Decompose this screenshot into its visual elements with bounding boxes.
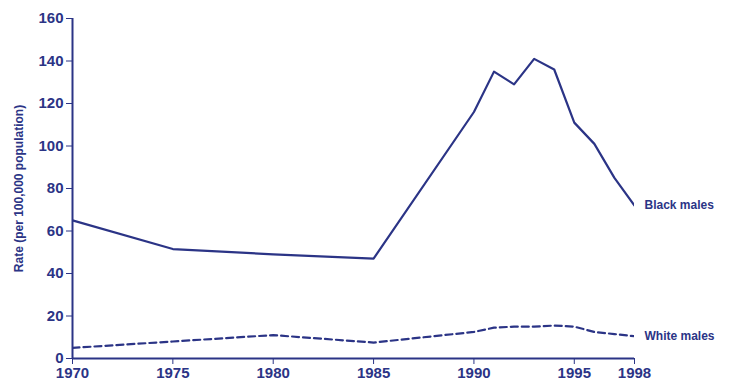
svg-text:1990: 1990: [457, 364, 490, 381]
svg-text:140: 140: [38, 52, 63, 69]
svg-text:80: 80: [47, 179, 64, 196]
svg-text:1970: 1970: [56, 364, 89, 381]
svg-text:1985: 1985: [357, 364, 390, 381]
svg-text:40: 40: [47, 264, 64, 281]
svg-text:Rate (per 100,000 population): Rate (per 100,000 population): [12, 105, 26, 272]
svg-text:100: 100: [38, 137, 63, 154]
svg-text:160: 160: [38, 9, 63, 26]
svg-text:120: 120: [38, 94, 63, 111]
svg-text:0: 0: [55, 349, 64, 367]
svg-text:20: 20: [47, 307, 64, 324]
svg-text:1975: 1975: [156, 364, 189, 381]
svg-text:1995: 1995: [558, 364, 591, 381]
svg-text:60: 60: [47, 222, 64, 239]
svg-text:Black males: Black males: [645, 198, 715, 212]
svg-text:1998: 1998: [618, 364, 651, 381]
svg-text:1980: 1980: [257, 364, 290, 381]
svg-text:White males: White males: [645, 329, 715, 343]
